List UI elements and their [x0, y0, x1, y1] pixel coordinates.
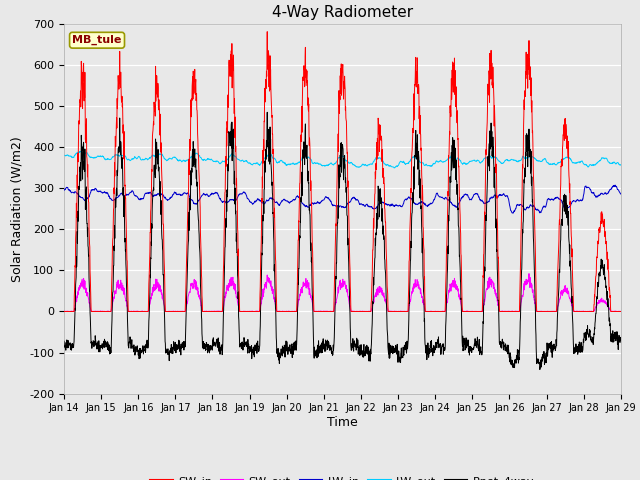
Title: 4-Way Radiometer: 4-Way Radiometer	[272, 5, 413, 20]
Y-axis label: Solar Radiation (W/m2): Solar Radiation (W/m2)	[11, 136, 24, 282]
Text: MB_tule: MB_tule	[72, 35, 122, 45]
Legend: SW_in, SW_out, LW_in, LW_out, Rnet_4way: SW_in, SW_out, LW_in, LW_out, Rnet_4way	[146, 472, 539, 480]
X-axis label: Time: Time	[327, 416, 358, 429]
